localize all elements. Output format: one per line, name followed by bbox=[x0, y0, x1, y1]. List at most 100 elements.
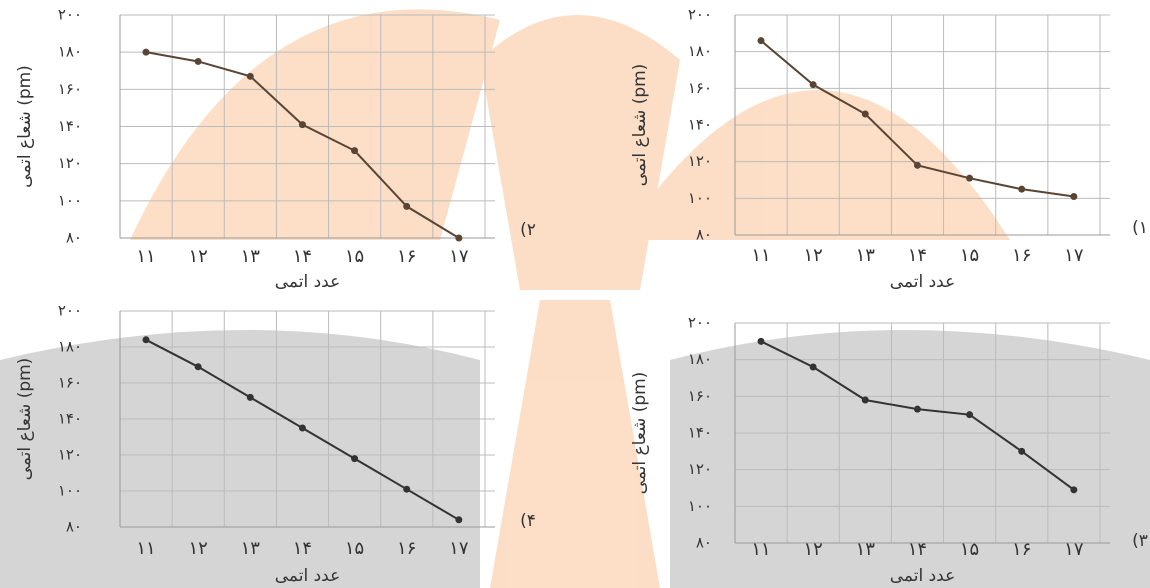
x-tick-label: ۱۶ bbox=[1012, 245, 1031, 266]
y-tick-label: ۱۲۰ bbox=[58, 154, 82, 172]
data-point bbox=[809, 81, 817, 89]
x-tick-label: ۱۳ bbox=[241, 246, 261, 267]
x-tick-label: ۱۳ bbox=[241, 538, 261, 559]
x-axis-label: عدد اتمی bbox=[890, 272, 956, 292]
x-tick-label: ۱۷ bbox=[1064, 539, 1084, 560]
data-point bbox=[913, 161, 921, 169]
x-tick-label: ۱۶ bbox=[397, 246, 416, 267]
x-tick-label: ۱۵ bbox=[345, 538, 364, 559]
y-axis-label: شعاع اتمی (pm) bbox=[630, 64, 650, 187]
data-point bbox=[757, 337, 765, 345]
x-axis-label: عدد اتمی bbox=[275, 272, 341, 292]
data-point bbox=[142, 336, 150, 344]
y-tick-label: ۱۸۰ bbox=[58, 338, 82, 356]
data-point bbox=[861, 110, 869, 118]
y-tick-label: ۱۸۰ bbox=[58, 43, 82, 61]
data-point bbox=[351, 455, 359, 463]
x-tick-label: ۱۶ bbox=[1012, 539, 1031, 560]
x-tick-label: ۱۳ bbox=[856, 245, 876, 266]
y-tick-label: ۲۰۰ bbox=[688, 6, 712, 24]
data-point bbox=[246, 393, 254, 401]
panel-label: (۲ bbox=[520, 220, 536, 240]
y-tick-label: ۱۸۰ bbox=[688, 350, 712, 368]
x-tick-label: ۱۶ bbox=[397, 538, 416, 559]
x-tick-label: ۱۱ bbox=[751, 539, 770, 560]
y-tick-label: ۱۴۰ bbox=[58, 117, 82, 135]
data-point bbox=[1070, 486, 1078, 494]
data-point bbox=[194, 363, 202, 371]
data-point bbox=[966, 411, 974, 419]
y-tick-label: ۱۲۰ bbox=[58, 446, 82, 464]
y-tick-label: ۱۰۰ bbox=[58, 482, 82, 500]
x-axis-label: عدد اتمی bbox=[890, 566, 956, 586]
data-point bbox=[142, 48, 150, 56]
x-tick-label: ۱۵ bbox=[345, 246, 364, 267]
data-point bbox=[966, 174, 974, 182]
data-point bbox=[246, 72, 254, 80]
panel-label: (۱ bbox=[1132, 218, 1148, 238]
x-axis-label: عدد اتمی bbox=[275, 566, 341, 586]
watermark-shape bbox=[130, 9, 500, 240]
data-point bbox=[298, 121, 306, 129]
x-tick-label: ۱۵ bbox=[960, 245, 979, 266]
x-tick-label: ۱۷ bbox=[1064, 245, 1084, 266]
y-tick-label: ۱۶۰ bbox=[58, 80, 82, 98]
data-point bbox=[194, 57, 202, 65]
x-tick-label: ۱۴ bbox=[908, 245, 927, 266]
panel-label: (۳ bbox=[1132, 531, 1148, 551]
data-point bbox=[403, 202, 411, 210]
data-point bbox=[1018, 185, 1026, 193]
y-tick-label: ۱۰۰ bbox=[688, 189, 712, 207]
panel-label: (۴ bbox=[520, 511, 536, 531]
y-tick-label: ۱۲۰ bbox=[688, 152, 712, 170]
x-tick-label: ۱۱ bbox=[136, 246, 155, 267]
y-axis-label: شعاع اتمی (pm) bbox=[15, 358, 35, 481]
x-tick-label: ۱۲ bbox=[803, 245, 822, 266]
y-tick-label: ۲۰۰ bbox=[58, 6, 82, 24]
data-point bbox=[809, 363, 817, 371]
y-tick-label: ۱۰۰ bbox=[58, 191, 82, 209]
y-tick-label: ۱۶۰ bbox=[688, 79, 712, 97]
x-tick-label: ۱۷ bbox=[449, 538, 469, 559]
y-tick-label: ۸۰ bbox=[696, 226, 712, 244]
watermark-shape bbox=[480, 15, 680, 290]
watermark-shape bbox=[670, 330, 1150, 588]
y-tick-label: ۱۴۰ bbox=[58, 410, 82, 428]
data-point bbox=[403, 485, 411, 493]
x-tick-label: ۱۲ bbox=[188, 246, 207, 267]
y-tick-label: ۲۰۰ bbox=[688, 314, 712, 332]
x-tick-label: ۱۱ bbox=[136, 538, 155, 559]
y-tick-label: ۱۴۰ bbox=[688, 116, 712, 134]
y-tick-label: ۱۲۰ bbox=[688, 460, 712, 478]
data-point bbox=[455, 234, 463, 242]
y-tick-label: ۱۴۰ bbox=[688, 424, 712, 442]
y-axis-label: شعاع اتمی (pm) bbox=[630, 372, 650, 495]
x-tick-label: ۱۷ bbox=[449, 246, 469, 267]
x-tick-label: ۱۵ bbox=[960, 539, 979, 560]
x-tick-label: ۱۴ bbox=[908, 539, 927, 560]
y-tick-label: ۱۶۰ bbox=[688, 387, 712, 405]
data-point bbox=[913, 405, 921, 413]
y-tick-label: ۲۰۰ bbox=[58, 302, 82, 320]
x-tick-label: ۱۳ bbox=[856, 539, 876, 560]
y-tick-label: ۱۰۰ bbox=[688, 497, 712, 515]
watermark-shape bbox=[490, 300, 660, 588]
x-tick-label: ۱۴ bbox=[293, 246, 312, 267]
y-tick-label: ۱۶۰ bbox=[58, 374, 82, 392]
y-tick-label: ۸۰ bbox=[66, 518, 82, 536]
watermark-shape bbox=[620, 90, 1010, 240]
x-tick-label: ۱۲ bbox=[803, 539, 822, 560]
y-axis-label: شعاع اتمی (pm) bbox=[15, 65, 35, 188]
x-tick-label: ۱۱ bbox=[751, 245, 770, 266]
data-point bbox=[351, 147, 359, 155]
x-tick-label: ۱۴ bbox=[293, 538, 312, 559]
data-point bbox=[455, 516, 463, 524]
data-point bbox=[1018, 447, 1026, 455]
data-point bbox=[1070, 193, 1078, 200]
data-point bbox=[861, 396, 869, 404]
y-tick-label: ۱۸۰ bbox=[688, 42, 712, 60]
y-tick-label: ۸۰ bbox=[696, 534, 712, 552]
x-tick-label: ۱۲ bbox=[188, 538, 207, 559]
